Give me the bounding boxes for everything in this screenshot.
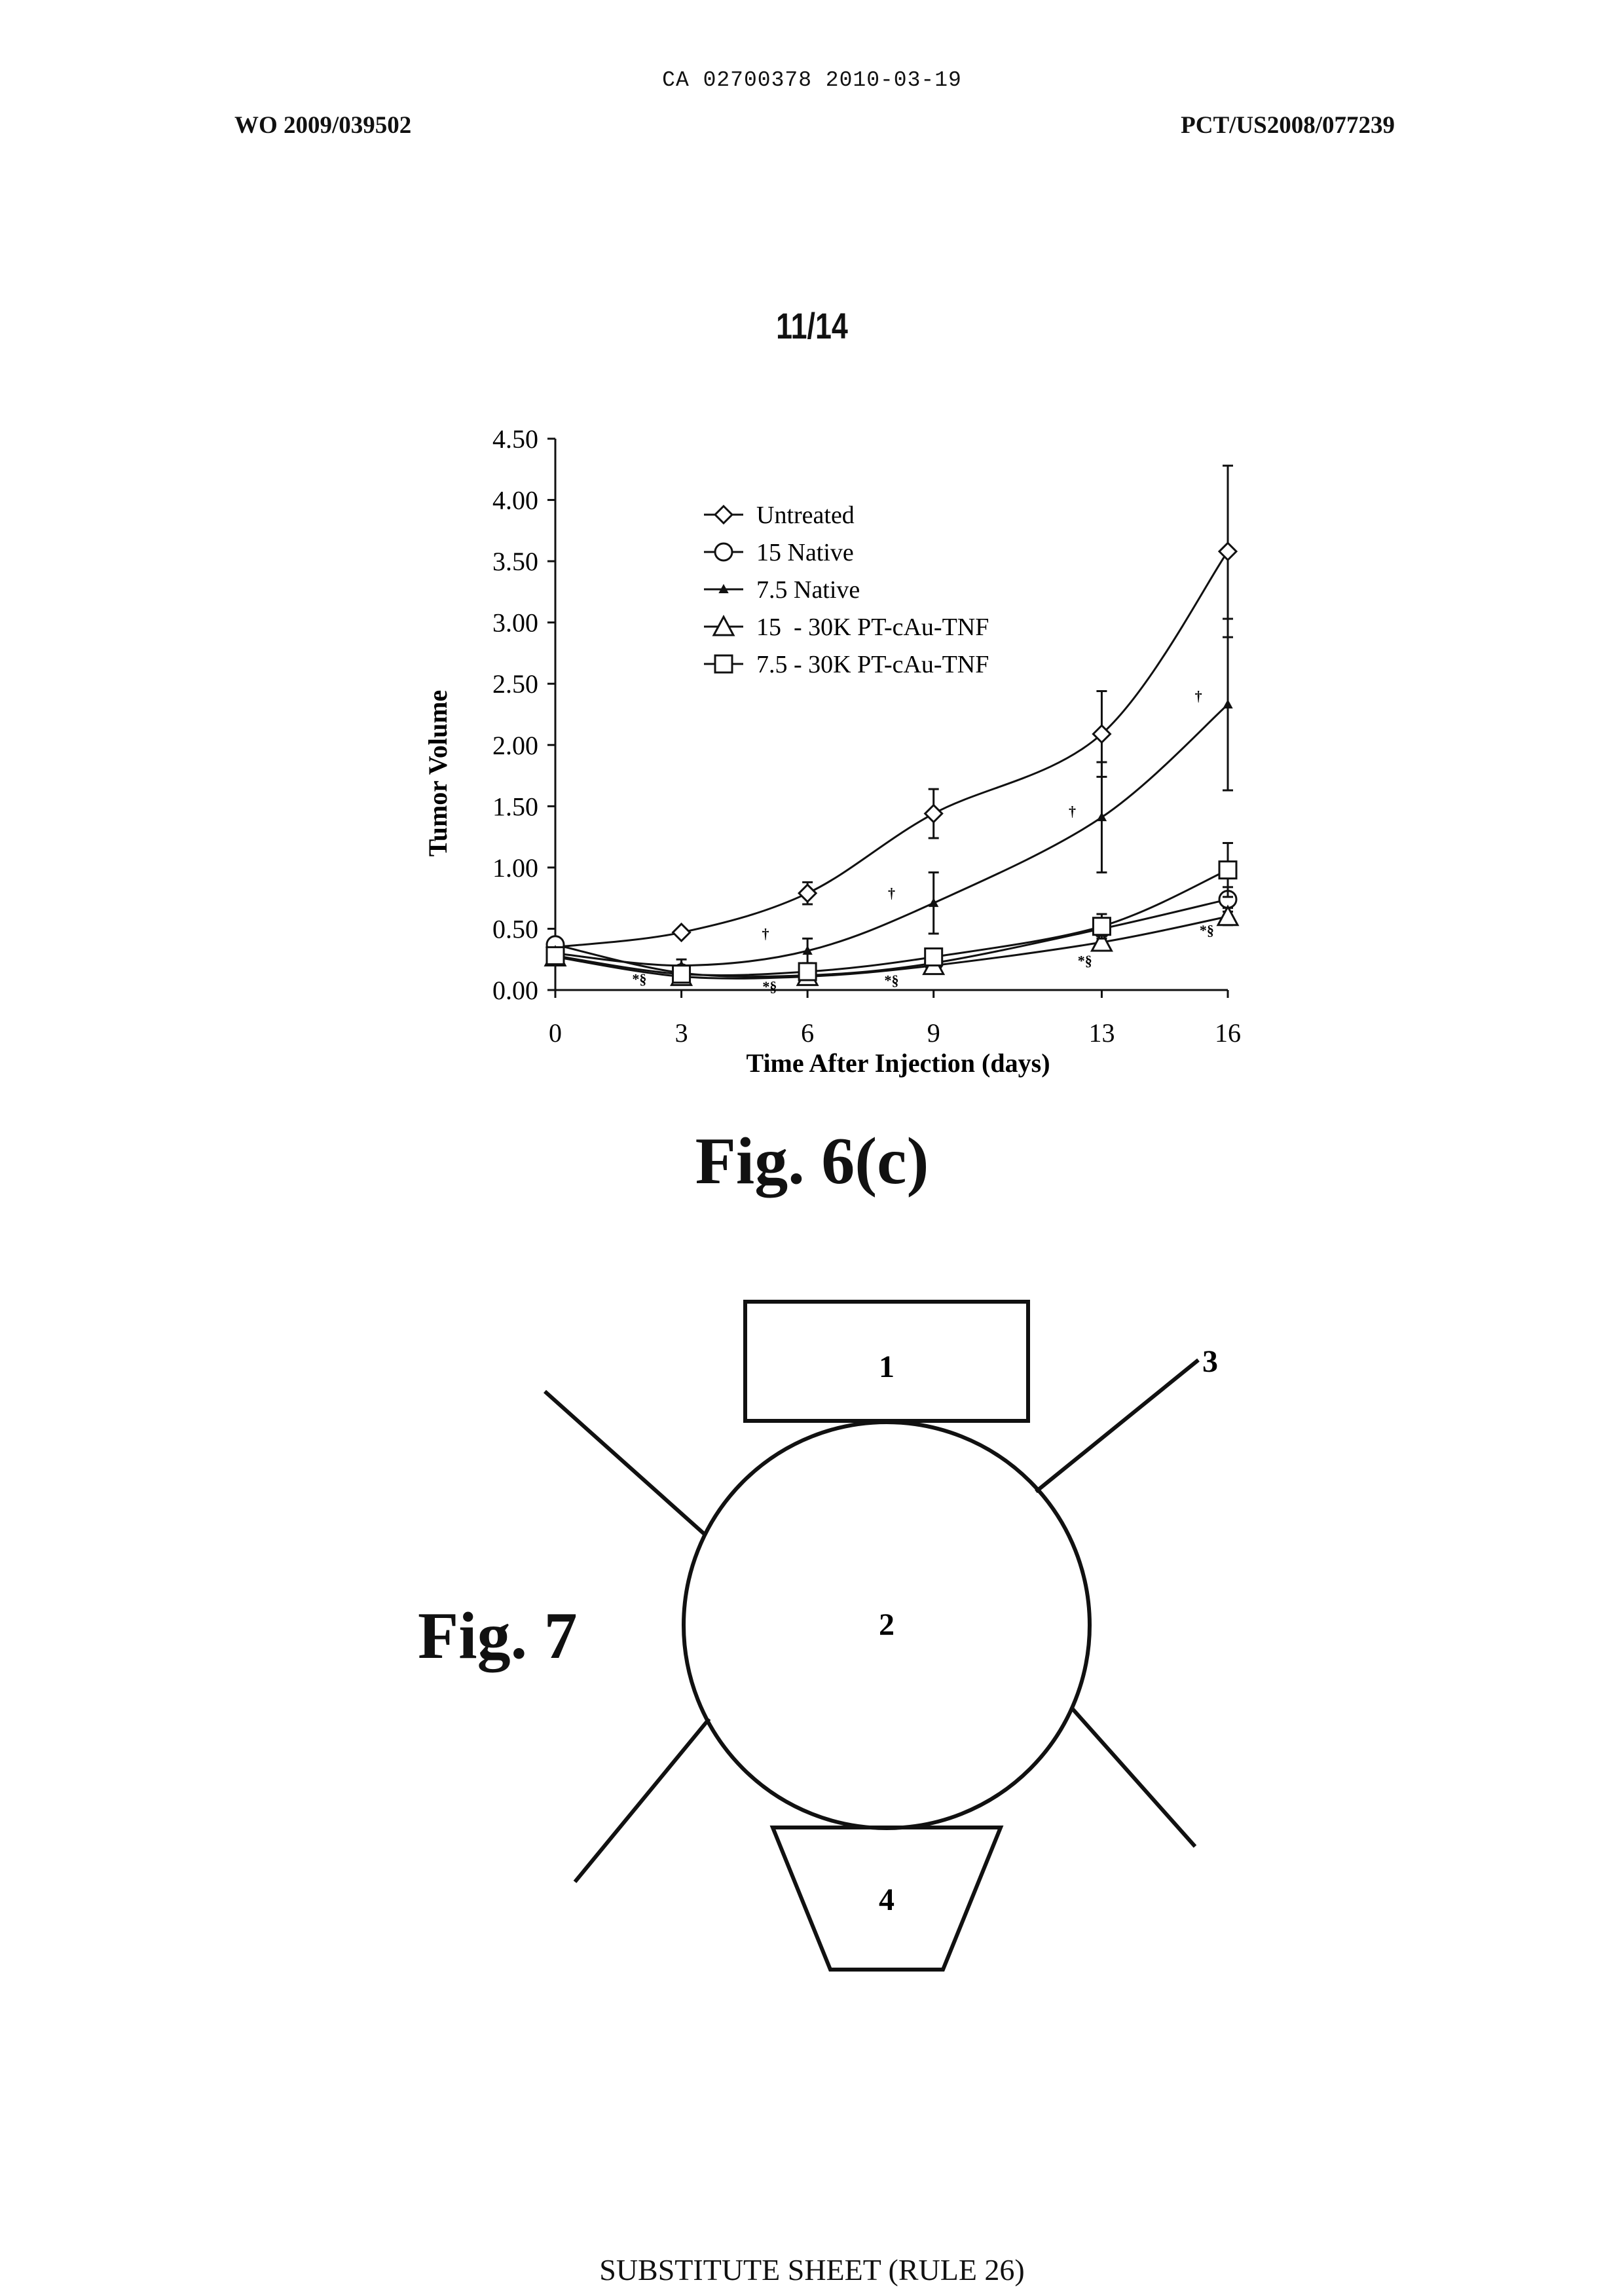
label-1: 1 (879, 1349, 895, 1384)
label-4: 4 (879, 1882, 895, 1917)
label-3: 3 (1202, 1344, 1218, 1379)
line-3 (1036, 1360, 1198, 1492)
footer: SUBSTITUTE SHEET (RULE 26) (0, 2252, 1624, 2287)
line-upper-left (545, 1391, 706, 1535)
label-2: 2 (879, 1607, 895, 1642)
line-lower-left (575, 1719, 709, 1882)
fig7-caption: Fig. 7 (418, 1598, 578, 1674)
line-lower-right (1073, 1709, 1195, 1846)
